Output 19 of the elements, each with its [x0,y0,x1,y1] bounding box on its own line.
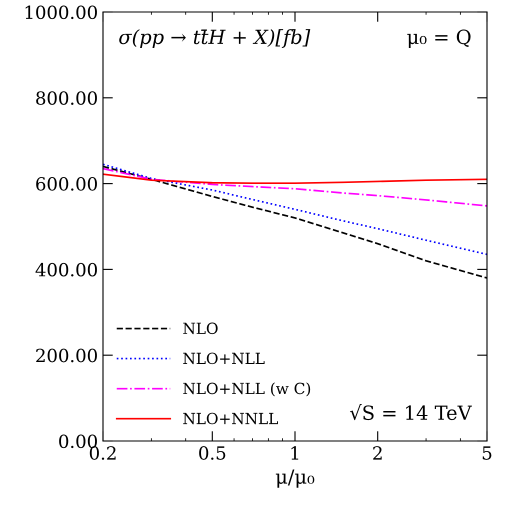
x-tick-label: 0.5 [199,446,226,460]
x-tick-label: 0.2 [90,446,116,460]
annotation: μ₀ = Q [407,30,471,48]
y-tick-label: 200.00 [36,348,97,362]
y-tick-label: 800.00 [36,91,97,105]
x-tick-label: 1 [291,446,298,460]
legend-label: NLO [183,322,218,334]
y-tick-label: 600.00 [36,177,97,191]
legend-label: NLO+NLL [183,352,265,364]
text: σ(pp → tt̄H + X)[fb] [119,29,310,48]
y-tick-label: 0.00 [59,434,97,448]
y-tick-label: 1000.00 [26,5,97,20]
x-tick-label: 5 [482,446,492,460]
legend-label: NLO+NNLL [183,412,278,424]
annotation: √S = 14 TeV [350,404,472,420]
x-axis-title: μ/μ₀ [276,469,314,488]
y-tick-label: 400.00 [36,262,97,277]
legend-label: NLO+NLL (w C) [183,382,310,396]
x-tick-label: 2 [373,446,382,460]
